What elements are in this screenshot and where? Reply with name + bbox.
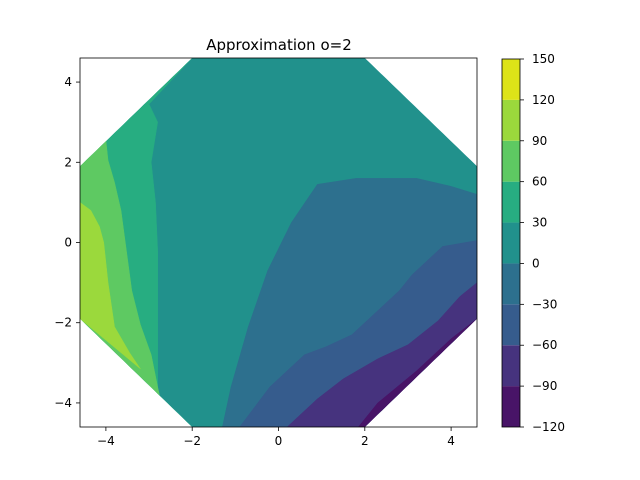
- colorbar-segment: [502, 263, 520, 305]
- x-tick-label: −4: [97, 434, 115, 448]
- colorbar-tick-label: 150: [532, 52, 555, 66]
- colorbar-tick-label: −120: [532, 420, 565, 434]
- x-axis: −4 −2 0 2 4: [97, 427, 455, 448]
- x-tick-label: 2: [361, 434, 369, 448]
- colorbar-segment: [502, 304, 520, 346]
- x-tick-label: 4: [447, 434, 455, 448]
- x-tick-label: 0: [275, 434, 283, 448]
- colorbar-segment: [502, 181, 520, 223]
- colorbar-segment: [502, 59, 520, 100]
- colorbar-tick-label: −60: [532, 338, 557, 352]
- colorbar-segment: [502, 222, 520, 264]
- y-tick-label: −2: [54, 316, 72, 330]
- y-tick-label: 0: [64, 236, 72, 250]
- colorbar-segment: [502, 345, 520, 387]
- colorbar-tick-label: 90: [532, 134, 547, 148]
- colorbar-segment: [502, 99, 520, 141]
- colorbar: −120 −90 −60 −30 0 30 60 90 120 150: [501, 52, 565, 434]
- colorbar-segment: [502, 386, 520, 427]
- colorbar-segment: [502, 140, 520, 182]
- colorbar-frame: [501, 58, 521, 428]
- plot-area: [80, 58, 477, 427]
- colorbar-tick-label: 0: [532, 256, 540, 270]
- colorbar-tick-label: 30: [532, 216, 547, 230]
- y-tick-label: 4: [64, 75, 72, 89]
- contour-region-90-to-120: [80, 201, 141, 370]
- colorbar-tick-label: −30: [532, 297, 557, 311]
- contour-region--120-to--90: [357, 318, 477, 427]
- colorbar-tick-label: −90: [532, 379, 557, 393]
- y-tick-label: −4: [54, 396, 72, 410]
- y-axis: −4 −2 0 2 4: [54, 75, 80, 410]
- x-tick-label: −2: [183, 434, 201, 448]
- y-tick-label: 2: [64, 155, 72, 169]
- chart-title: Approximation o=2: [206, 36, 352, 54]
- colorbar-tick-label: 60: [532, 175, 547, 189]
- colorbar-tick-label: 120: [532, 93, 555, 107]
